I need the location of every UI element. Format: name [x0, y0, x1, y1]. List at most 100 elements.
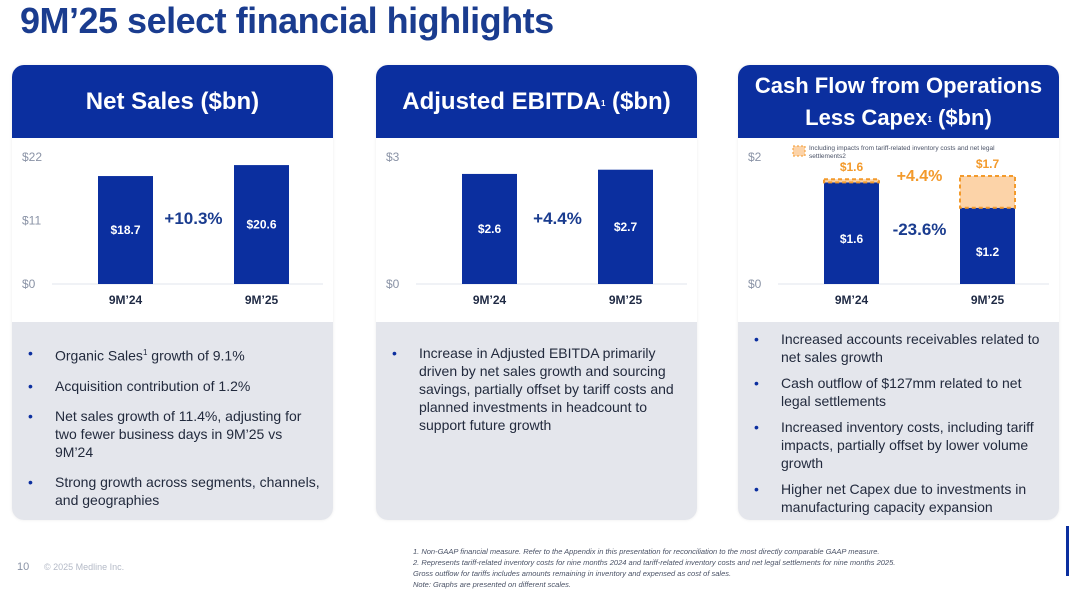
bullet-dot-icon: • [754, 481, 759, 497]
cash-flow-header-line1: Cash Flow from Operations [754, 72, 1043, 98]
y-tick-label: $0 [748, 277, 762, 291]
cash-flow-chart-svg: $0 $2 9M’24 9M’25 $1.6 $1.6 $1.2 $1.7 +4.4% -23.6… [748, 145, 1049, 307]
bar [598, 169, 653, 284]
y-tick-label: $3 [386, 150, 400, 164]
bar-value-label: $1.2 [976, 245, 1000, 259]
x-category-label: 9M’25 [609, 293, 643, 307]
bullet-item: • Increased accounts receivables related … [754, 330, 1047, 366]
y-tick-label: $11 [22, 214, 41, 228]
bullet-dot-icon: • [28, 345, 33, 361]
ebitda-header-text: Adjusted EBITDA1 ($bn) [402, 86, 670, 118]
bar-value-label: $18.7 [110, 223, 140, 237]
bullet-item: • Organic Sales1 growth of 9.1% [28, 344, 321, 365]
net-sales-header: Net Sales ($bn) [12, 65, 333, 138]
growth-label: +4.4% [533, 209, 582, 228]
footnote-marker: 1 [927, 114, 932, 124]
footnote-line: 1. Non-GAAP financial measure. Refer to … [413, 547, 880, 556]
bar [234, 165, 289, 284]
growth-label: +10.3% [164, 209, 222, 228]
net-sales-header-text: Net Sales ($bn) [85, 87, 260, 115]
cash-flow-panel: Cash Flow from Operations Less Capex1 ($… [738, 65, 1059, 520]
bullet-dot-icon: • [28, 407, 33, 424]
net-sales-chart: $0 $11 $22 9M’24 9M’25 $18.7 $20.6 +10.3% [12, 138, 333, 322]
x-category-label: 9M’25 [971, 293, 1005, 307]
impact-bar [823, 178, 880, 184]
x-category-label: 9M’25 [245, 293, 279, 307]
copyright-text: © 2025 Medline Inc. [44, 562, 125, 572]
page-title: 9M’25 select financial highlights [20, 0, 554, 41]
bullet-item: • Acquisition contribution of 1.2% [28, 377, 321, 395]
x-category-label: 9M’24 [109, 293, 143, 307]
footnote-line: Note: Graphs are presented on different … [413, 580, 572, 589]
bar [824, 182, 879, 284]
cash-flow-header: Cash Flow from Operations Less Capex1 ($… [738, 65, 1059, 138]
bullet-item: • Cash outflow of $127mm related to net l… [754, 374, 1047, 410]
y-tick-label: $2 [748, 150, 762, 164]
bullet-text: Increased inventory costs, including tar… [781, 419, 1034, 471]
cash-flow-bullets: • Increased accounts receivables related … [754, 330, 1047, 520]
ebitda-header-main: Adjusted EBITDA [402, 87, 601, 115]
bar [98, 176, 153, 284]
bullet-text: Higher net Capex due to investments in m… [781, 481, 1027, 515]
adjusted-ebitda-chart-svg: $0 $3 9M’24 9M’25 $2.6 $2.7 +4.4% [386, 150, 687, 307]
footnote-line: Gross outflow for tariffs includes amoun… [413, 569, 732, 578]
bullet-text: Increased accounts receivables related t… [781, 331, 1040, 365]
x-category-label: 9M’24 [473, 293, 507, 307]
y-tick-label: $22 [22, 150, 42, 164]
bar-value-label: $20.6 [246, 218, 276, 232]
bullet-dot-icon: • [28, 473, 33, 490]
cash-flow-header-main: Less Capex [805, 104, 928, 130]
y-tick-label: $0 [386, 277, 400, 291]
net-sales-chart-svg: $0 $11 $22 9M’24 9M’25 $18.7 $20.6 +10.3% [22, 150, 323, 307]
bullet-text: Net sales growth of 11.4%, adjusting for… [55, 407, 302, 460]
bullet-dot-icon: • [754, 419, 759, 435]
total-value-label: $1.6 [840, 160, 864, 174]
adjusted-ebitda-header: Adjusted EBITDA1 ($bn) [376, 65, 697, 138]
bullet-dot-icon: • [754, 331, 759, 347]
bullet-item: • Strong growth across segments, channels… [28, 473, 321, 509]
total-value-label: $1.7 [976, 157, 1000, 171]
bar [960, 207, 1015, 284]
bullet-text: Strong growth across segments, channels,… [55, 473, 320, 508]
bullet-item: • Higher net Capex due to investments in … [754, 480, 1047, 516]
bar-value-label: $2.6 [478, 222, 502, 236]
bullet-dot-icon: • [754, 375, 759, 391]
cash-flow-header-line2: Less Capex1 ($bn) [805, 102, 992, 134]
x-category-label: 9M’24 [835, 293, 869, 307]
bullet-item: • Increase in Adjusted EBITDA primarily d… [392, 344, 685, 434]
bullet-text: growth of 9.1% [147, 347, 245, 364]
cash-flow-header-unit: ($bn) [931, 104, 992, 130]
footnote-marker: 1 [600, 98, 606, 108]
bullet-text: Increase in Adjusted EBITDA primarily dr… [419, 345, 674, 433]
cash-flow-bullets-area: • Increased accounts receivables related … [738, 322, 1059, 520]
net-sales-bullets-area: • Organic Sales1 growth of 9.1% • Acquisit… [12, 322, 333, 520]
net-sales-panel: Net Sales ($bn) $0 $11 $22 9M’24 9M’25 $18.7 $… [12, 65, 333, 520]
adjusted-ebitda-panel: Adjusted EBITDA1 ($bn) $0 $3 9M’24 9M’25 $2.… [376, 65, 697, 520]
page-number: 10 [17, 561, 30, 573]
bar [462, 173, 517, 284]
bullet-dot-icon: • [28, 377, 33, 394]
legend-text-line2: settlements2 [809, 153, 846, 160]
net-sales-bullets: • Organic Sales1 growth of 9.1% • Acquisit… [28, 344, 321, 520]
bullet-item: • Increased inventory costs, including ta… [754, 418, 1047, 472]
ebitda-bullets-area: • Increase in Adjusted EBITDA primarily d… [376, 322, 697, 520]
growth-label: -23.6% [893, 220, 947, 239]
growth-label-total: +4.4% [897, 168, 943, 185]
bullet-text: Acquisition contribution of 1.2% [55, 377, 251, 394]
ebitda-bullets: • Increase in Adjusted EBITDA primarily d… [392, 344, 685, 446]
adjusted-ebitda-chart: $0 $3 9M’24 9M’25 $2.6 $2.7 +4.4% [376, 138, 697, 322]
bullet-item: • Net sales growth of 11.4%, adjusting fo… [28, 407, 321, 461]
bullet-text: Organic Sales [55, 347, 143, 364]
legend-swatch [792, 145, 806, 157]
legend-text-line1: Including impacts from tariff-related in… [809, 145, 995, 152]
footnote-line: 2. Represents tariff-related inventory c… [413, 558, 896, 567]
bullet-text: Cash outflow of $127mm related to net le… [781, 375, 1022, 409]
footnotes: 1. Non-GAAP financial measure. Refer to … [413, 546, 913, 590]
footnote-marker: 1 [142, 348, 148, 357]
impact-bar [959, 175, 1016, 209]
bar-value-label: $1.6 [840, 232, 864, 246]
bar-value-label: $2.7 [614, 220, 638, 234]
y-tick-label: $0 [22, 277, 36, 291]
bullet-dot-icon: • [392, 345, 397, 361]
ebitda-header-unit: ($bn) [605, 87, 671, 115]
